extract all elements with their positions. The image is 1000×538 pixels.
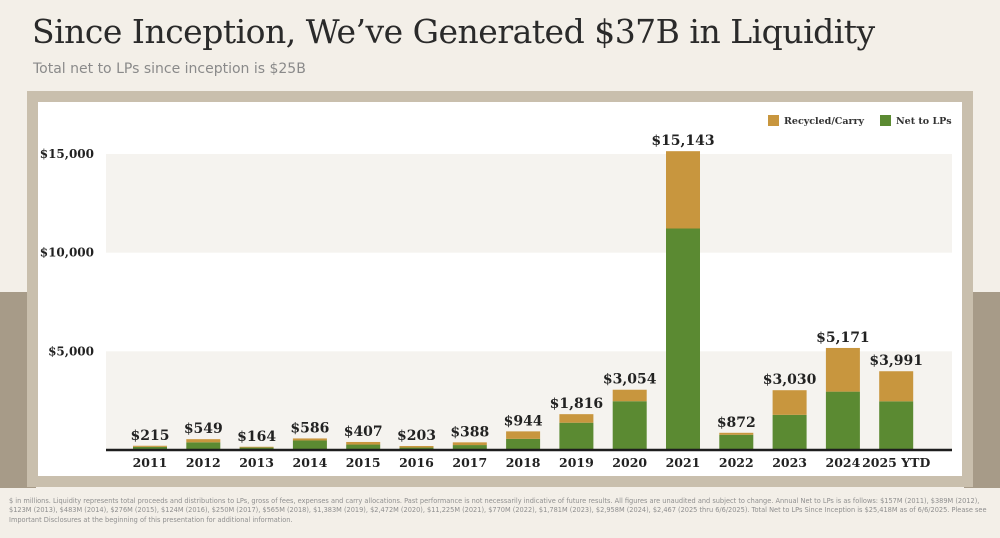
bar-net-to-lps [133,446,167,450]
bar-total-label: $388 [450,424,489,440]
legend-label: Recycled/Carry [784,116,865,127]
bar-recycled-carry [772,390,807,415]
bar-recycled-carry [879,371,914,402]
bar-total-label: $215 [131,428,170,444]
bar-total-label: $1,816 [550,396,604,412]
bar-recycled-carry [666,151,700,229]
x-tick-label: 2015 [346,455,381,470]
x-tick-label: 2013 [239,455,274,470]
bar-total-label: $164 [237,429,276,445]
page-title: Since Inception, We’ve Generated $37B in… [32,12,875,51]
bar-recycled-carry [133,445,167,447]
chart-panel-frame: $5,000 $10,000 $15,000 $215 2011 $549 2012 $164… [27,91,973,487]
liquidity-bar-chart: $5,000 $10,000 $15,000 $215 2011 $549 2012 $164… [40,115,952,470]
x-tick-label: 2020 [612,455,647,470]
y-tick-label: $15,000 [40,147,94,161]
x-tick-label: 2025 YTD [862,455,930,470]
bar-total-label: $586 [290,420,329,436]
bar-total-label: $203 [397,428,436,444]
bar-recycled-carry [612,389,647,402]
bar-total-label: $407 [344,424,383,440]
bar-total-label: $872 [717,415,756,431]
bar-total-label: $944 [504,413,543,429]
x-tick-label: 2014 [293,455,328,470]
x-tick-label: 2011 [133,455,168,470]
bar-recycled-carry [452,442,487,446]
footnote: $ in millions. Liquidity represents tota… [9,497,987,524]
bar-recycled-carry [346,441,381,445]
x-tick-label: 2019 [559,455,594,470]
bar-net-to-lps [559,422,594,450]
bar-total-label: $549 [184,421,223,437]
bar-net-to-lps [879,401,914,450]
bar-total-label: $3,991 [869,353,923,369]
bar-net-to-lps [612,401,647,450]
bar-total-label: $3,054 [603,372,657,388]
y-tick-label: $10,000 [40,246,94,260]
x-tick-label: 2018 [506,455,541,470]
x-tick-label: 2016 [399,455,434,470]
legend-swatch [768,115,779,126]
bar-total-label: $15,143 [651,133,714,149]
x-tick-label: 2022 [719,455,754,470]
bar-recycled-carry [825,347,860,392]
x-tick-label: 2023 [772,455,807,470]
bar-net-to-lps [772,414,807,450]
bar-net-to-lps [719,434,754,450]
x-tick-label: 2017 [452,455,487,470]
bar-net-to-lps [346,444,381,450]
bar-total-label: $5,171 [816,330,870,346]
chart-panel: $5,000 $10,000 $15,000 $215 2011 $549 2012 $164… [38,102,962,476]
legend-swatch [880,115,891,126]
bar-recycled-carry [506,431,541,439]
bar-net-to-lps [666,228,700,450]
legend-label: Net to LPs [896,116,952,127]
bar-recycled-carry [719,432,754,435]
x-tick-label: 2012 [186,455,221,470]
bar-net-to-lps [186,442,221,450]
bar-net-to-lps [292,440,327,450]
bar-net-to-lps [452,445,487,450]
bar-recycled-carry [292,438,327,441]
bar-total-label: $3,030 [763,372,817,388]
bar-net-to-lps [506,438,541,450]
bar-net-to-lps [825,391,860,450]
plot-band [106,154,952,253]
bar-recycled-carry [186,439,221,443]
bar-recycled-carry [399,445,434,448]
bar-recycled-carry [239,446,274,448]
page-subtitle: Total net to LPs since inception is $25B [33,61,306,77]
x-tick-label: 2024 [826,455,861,470]
bar-recycled-carry [559,414,594,423]
x-tick-label: 2021 [666,455,701,470]
y-tick-label: $5,000 [48,344,94,358]
